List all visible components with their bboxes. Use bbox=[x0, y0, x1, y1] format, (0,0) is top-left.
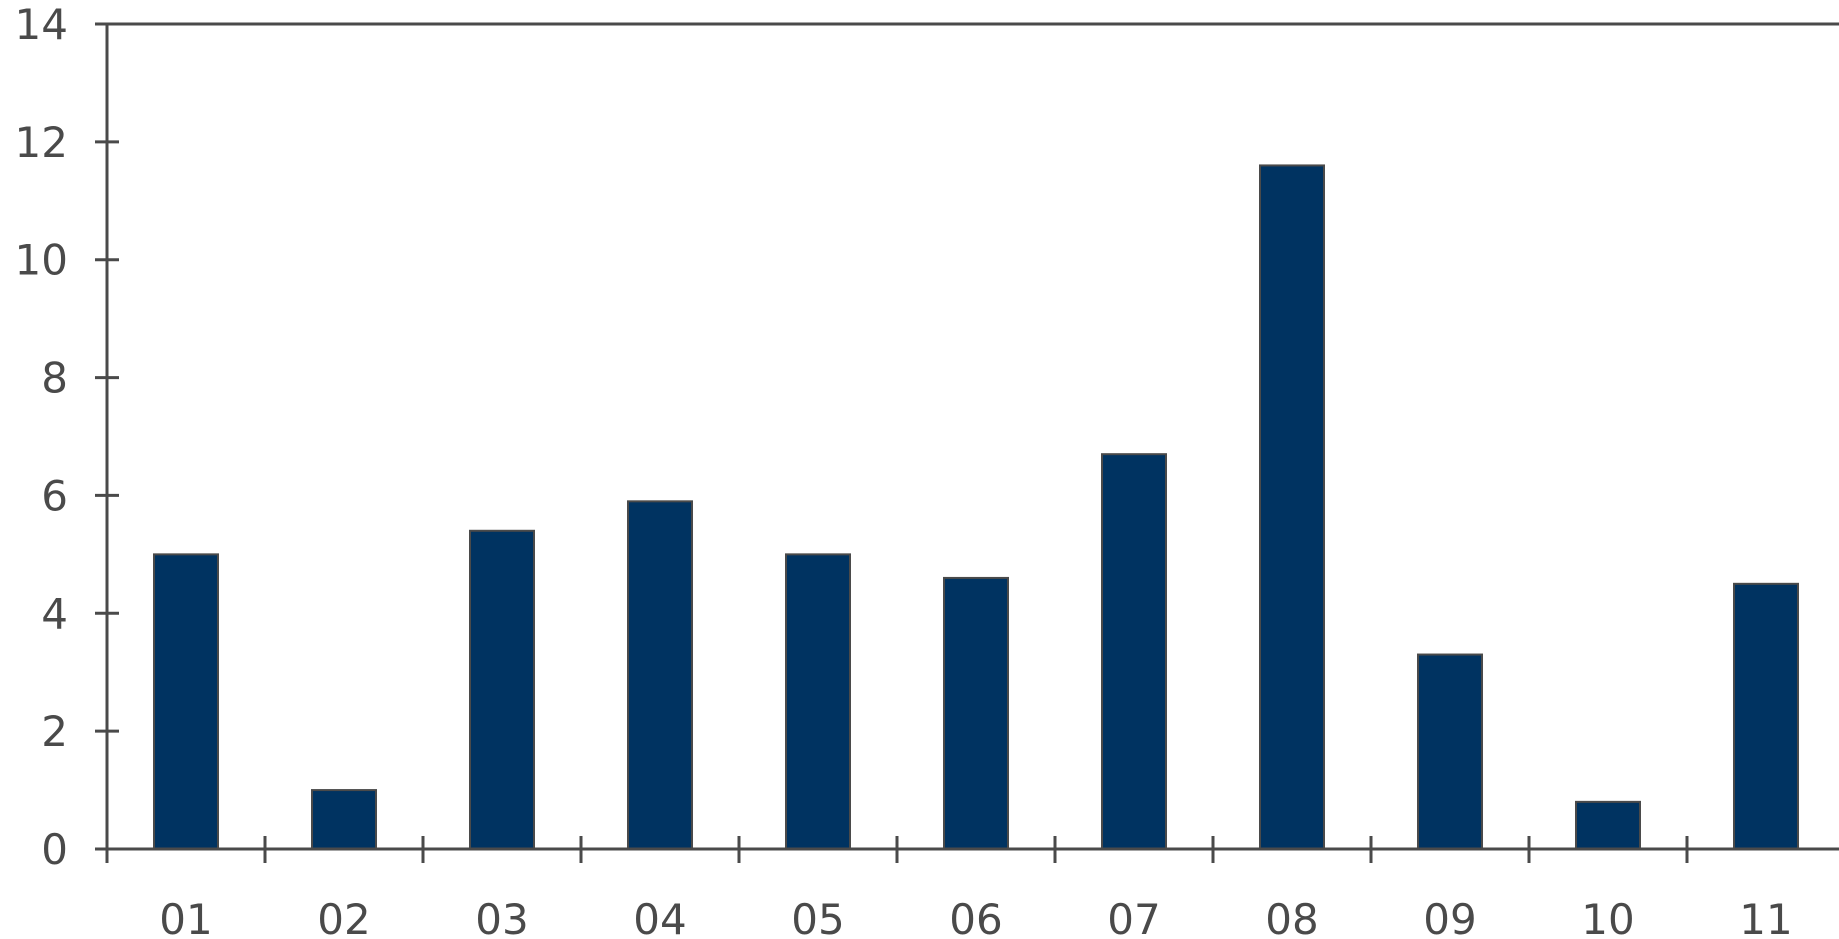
bar-08 bbox=[1259, 164, 1325, 850]
x-tick-label: 05 bbox=[791, 895, 844, 939]
bar-02 bbox=[311, 789, 377, 850]
x-axis-tick-labels: 01 02 03 04 05 06 07 08 09 10 11 bbox=[159, 895, 1792, 939]
bar-04 bbox=[627, 500, 693, 850]
bar-10 bbox=[1575, 800, 1641, 850]
bar-09 bbox=[1417, 653, 1483, 850]
bar-11 bbox=[1733, 582, 1799, 850]
x-tick-label: 09 bbox=[1423, 895, 1476, 939]
y-tick-label: 4 bbox=[41, 589, 68, 638]
x-tick-label: 02 bbox=[317, 895, 370, 939]
bar-07 bbox=[1101, 453, 1167, 850]
x-tick-label: 01 bbox=[159, 895, 212, 939]
x-tick-label: 04 bbox=[633, 895, 686, 939]
bar-05 bbox=[785, 553, 851, 850]
x-tick-label: 10 bbox=[1581, 895, 1634, 939]
x-tick-label: 03 bbox=[475, 895, 528, 939]
x-tick-label: 08 bbox=[1265, 895, 1318, 939]
y-tick-label: 6 bbox=[41, 471, 68, 520]
y-tick-label: 14 bbox=[15, 0, 68, 49]
y-axis-tick-labels: 0 2 4 6 8 10 12 14 bbox=[15, 0, 68, 874]
y-tick-label: 12 bbox=[15, 118, 68, 167]
bar-03 bbox=[469, 529, 535, 850]
x-tick-label: 06 bbox=[949, 895, 1002, 939]
y-tick-label: 10 bbox=[15, 236, 68, 285]
y-tick-label: 8 bbox=[41, 354, 68, 403]
bar-06 bbox=[943, 576, 1009, 851]
x-tick-label: 11 bbox=[1739, 895, 1792, 939]
bars-group bbox=[153, 164, 1799, 851]
y-tick-label: 2 bbox=[41, 707, 68, 756]
y-tick-label: 0 bbox=[41, 825, 68, 874]
x-tick-label: 07 bbox=[1107, 895, 1160, 939]
axes-group bbox=[95, 22, 1839, 863]
bar-01 bbox=[153, 553, 219, 850]
